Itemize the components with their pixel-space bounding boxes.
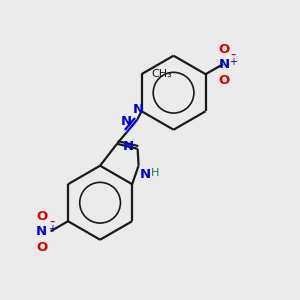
Text: N: N [133,103,144,116]
Text: O: O [219,74,230,87]
Text: N: N [219,58,230,70]
Text: +: + [48,224,56,234]
Text: O: O [36,211,47,224]
Text: O: O [36,242,47,254]
Text: N: N [140,168,151,181]
Text: +: + [229,57,237,67]
Text: N: N [120,115,131,128]
Text: N: N [36,225,47,238]
Text: -: - [49,214,54,229]
Text: -: - [230,46,236,62]
Text: O: O [219,43,230,56]
Text: CH₃: CH₃ [152,69,172,79]
Text: H: H [151,168,159,178]
Text: N: N [123,140,134,153]
